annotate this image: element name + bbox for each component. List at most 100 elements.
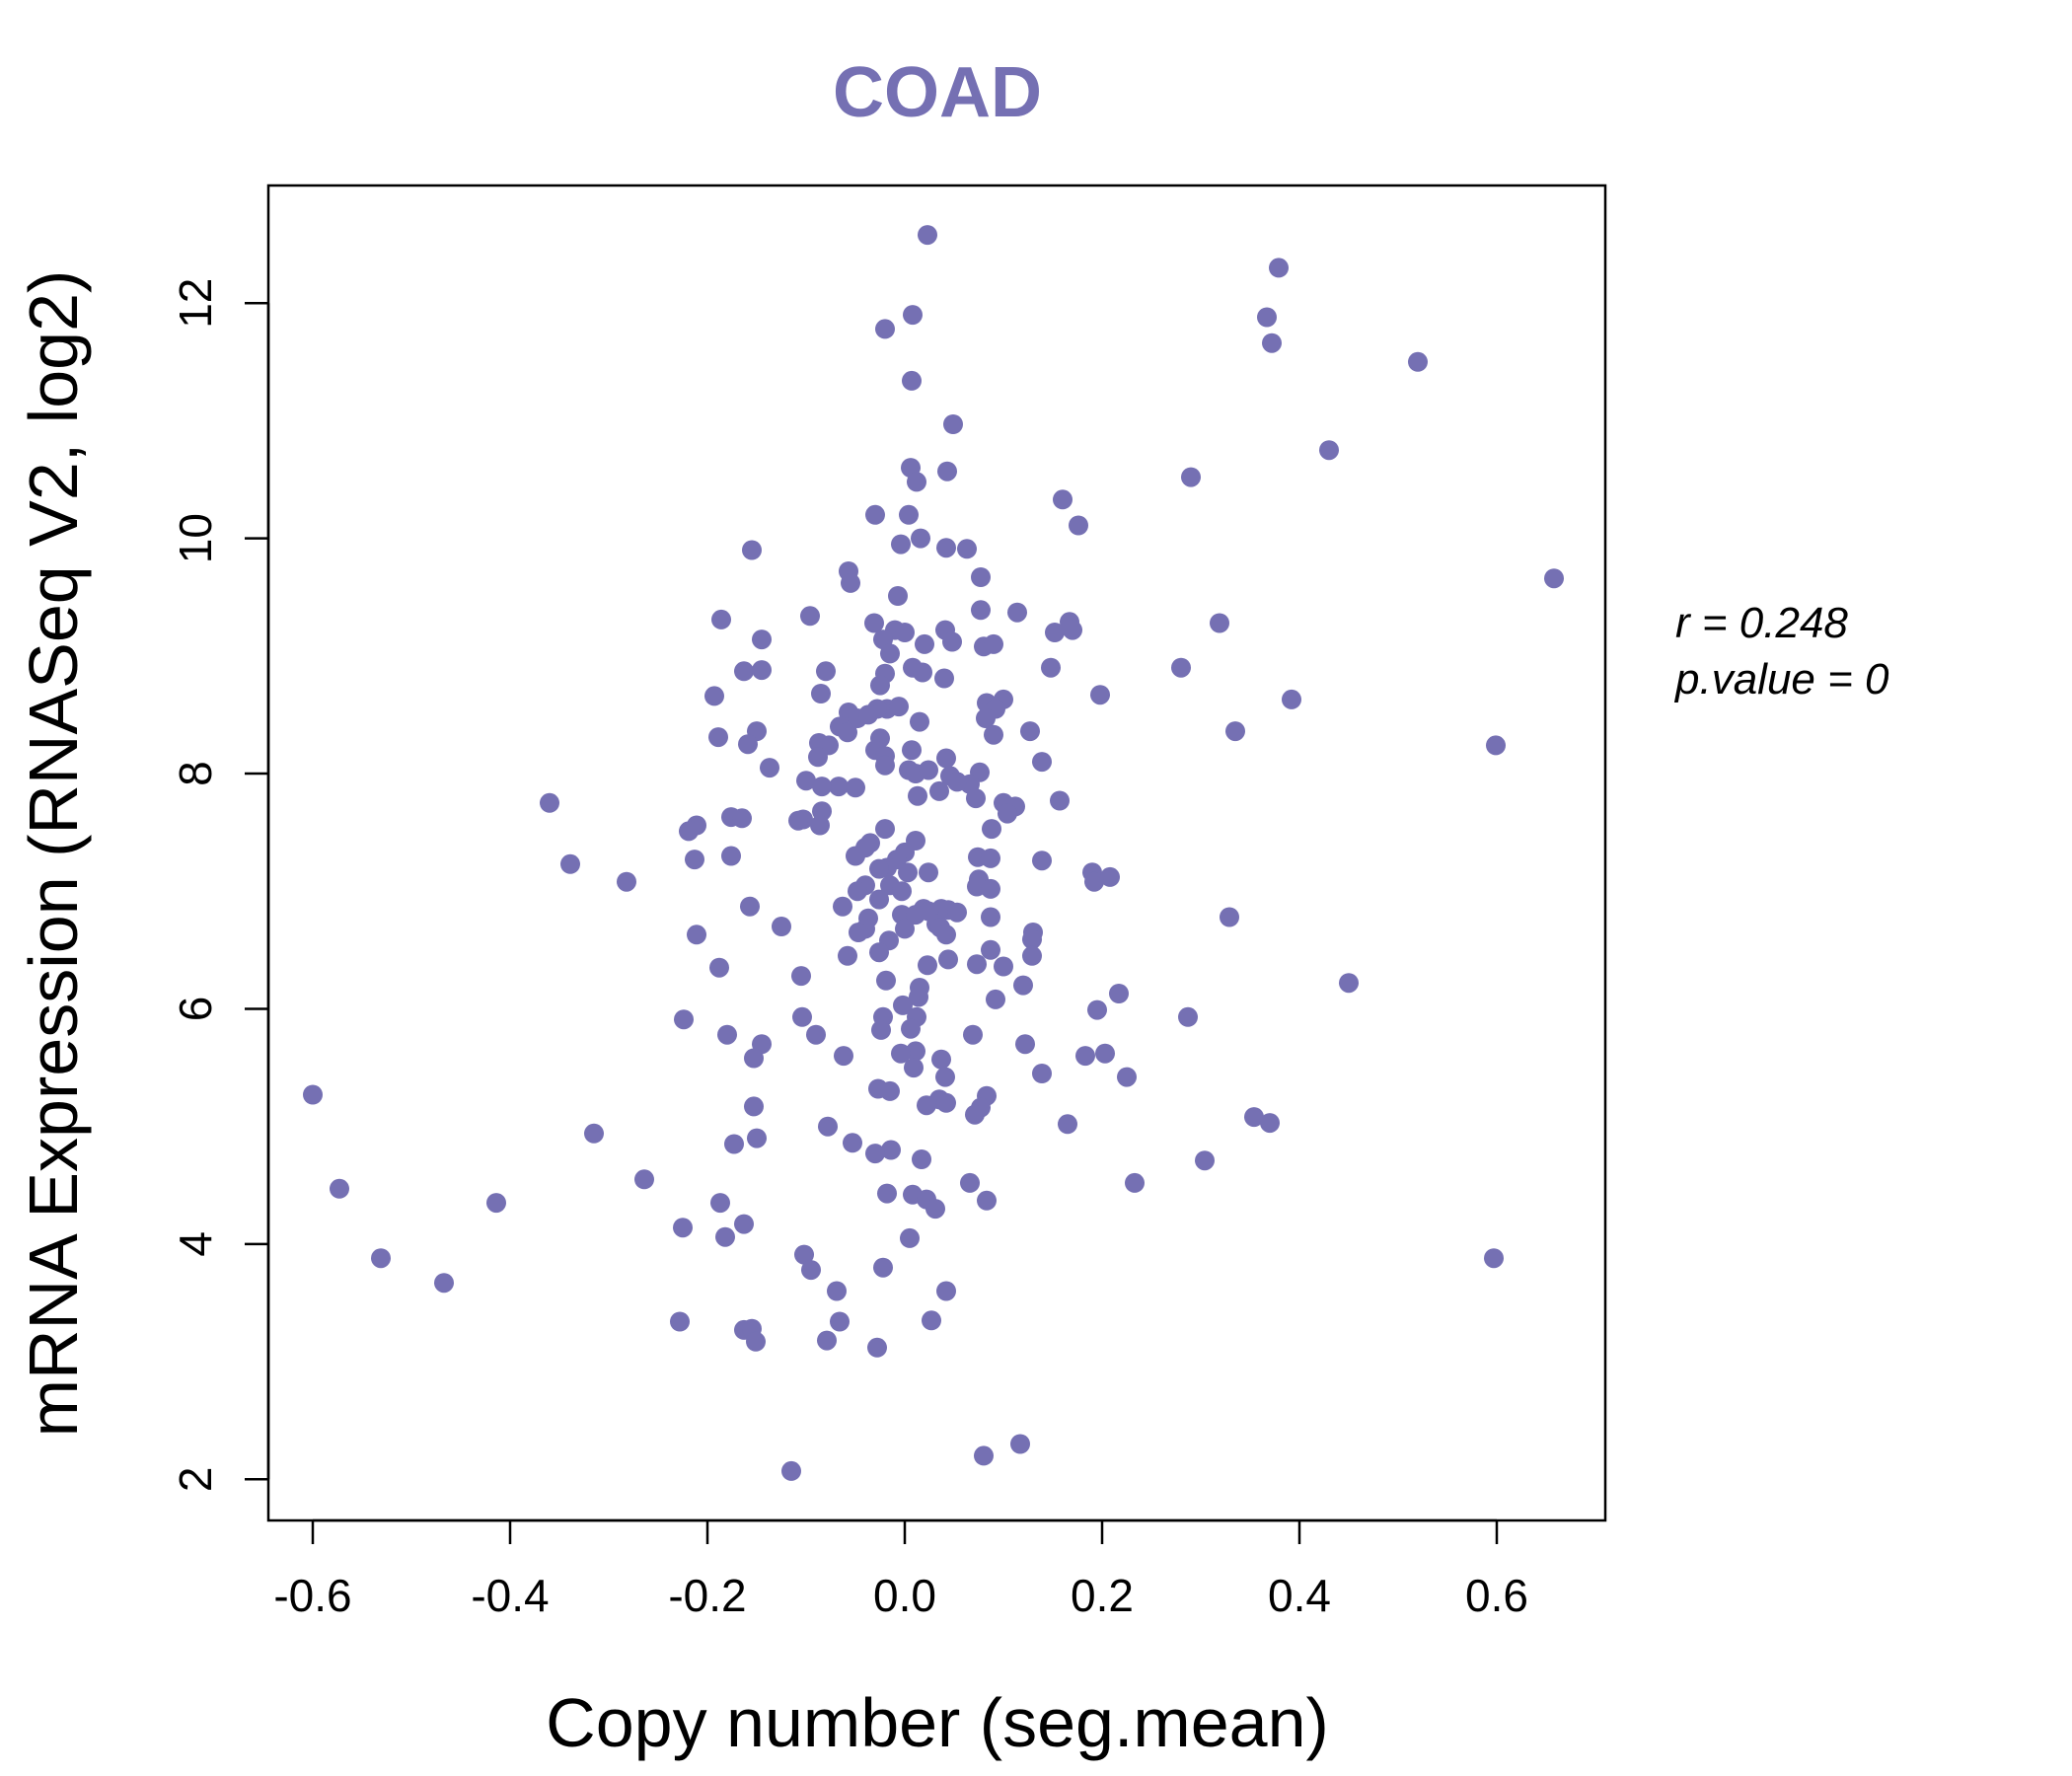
data-point	[829, 777, 849, 797]
data-point	[1045, 623, 1065, 642]
data-point	[752, 629, 772, 650]
data-point	[880, 1080, 900, 1101]
data-point	[881, 1140, 901, 1160]
data-point	[1095, 1043, 1115, 1064]
data-point	[1171, 657, 1191, 678]
data-point	[674, 1009, 694, 1030]
data-point	[788, 810, 808, 831]
data-point	[870, 675, 890, 696]
data-point	[734, 1214, 754, 1234]
y-tick-label: 6	[170, 997, 221, 1022]
data-point	[760, 758, 779, 778]
data-point	[934, 668, 954, 689]
p-value-annotation: p.value = 0	[1673, 655, 1889, 703]
data-point	[942, 631, 962, 652]
r-annotation: r = 0.248	[1675, 599, 1848, 647]
data-point	[986, 989, 1005, 1009]
data-point	[371, 1248, 391, 1269]
data-point	[938, 949, 958, 970]
data-point	[330, 1178, 349, 1199]
data-point	[865, 504, 885, 525]
data-point	[1053, 489, 1073, 510]
x-tick-label: 0.2	[1071, 1570, 1134, 1621]
data-point	[984, 633, 1003, 654]
data-point	[936, 538, 956, 558]
data-point	[957, 539, 977, 559]
data-point	[1084, 871, 1104, 892]
data-point	[1257, 307, 1277, 328]
data-point	[724, 1134, 744, 1154]
data-point	[846, 777, 865, 798]
data-point	[888, 586, 908, 606]
data-point	[981, 907, 1000, 927]
data-point	[670, 1311, 690, 1332]
data-point	[811, 684, 831, 703]
data-point	[947, 772, 967, 792]
data-point	[900, 1227, 920, 1248]
y-tick-label: 2	[170, 1466, 221, 1492]
data-point	[907, 472, 926, 492]
data-point	[1544, 568, 1564, 589]
data-point	[796, 771, 816, 791]
data-point	[721, 846, 741, 866]
data-point	[486, 1193, 506, 1214]
data-point	[1007, 602, 1027, 623]
data-point	[781, 1460, 801, 1481]
data-point	[679, 821, 699, 842]
data-point	[1109, 984, 1129, 1003]
data-point	[899, 504, 919, 525]
data-point	[303, 1084, 323, 1105]
data-point	[791, 966, 811, 987]
data-point	[846, 846, 865, 866]
data-point	[875, 755, 895, 776]
y-axis-label: mRNA Expression (RNASeq V2, log2)	[15, 270, 92, 1438]
x-tick-label: -0.6	[273, 1570, 351, 1621]
data-point	[981, 878, 1000, 899]
y-tick-label: 4	[170, 1231, 221, 1257]
data-point	[794, 1244, 814, 1265]
data-point	[1339, 973, 1359, 994]
data-point	[869, 858, 889, 879]
data-point	[1269, 258, 1289, 278]
data-point	[1020, 721, 1040, 742]
data-point	[830, 1311, 850, 1332]
data-point	[965, 1104, 985, 1125]
data-point	[967, 954, 987, 975]
data-point	[936, 1092, 956, 1113]
data-point	[792, 1006, 812, 1027]
data-point	[744, 1096, 764, 1117]
data-point	[981, 848, 1000, 868]
data-point	[710, 1193, 730, 1214]
x-tick-label: 0.4	[1268, 1570, 1331, 1621]
data-point	[875, 819, 895, 840]
data-point	[1032, 1064, 1052, 1083]
data-point	[732, 808, 752, 829]
data-point	[1220, 907, 1239, 927]
data-point	[918, 955, 937, 976]
data-point	[673, 1218, 693, 1238]
data-point	[981, 939, 1000, 960]
data-point	[1210, 613, 1229, 633]
data-point	[915, 633, 934, 654]
x-tick-label: -0.4	[471, 1570, 549, 1621]
data-point	[898, 862, 918, 883]
data-point	[687, 925, 706, 945]
data-point	[1063, 620, 1082, 640]
data-point	[1069, 515, 1088, 536]
data-point	[877, 1183, 897, 1204]
data-point	[617, 871, 636, 892]
data-point	[685, 850, 704, 870]
data-point	[560, 853, 580, 874]
data-point	[895, 919, 915, 939]
data-point	[982, 819, 1001, 840]
data-point	[744, 1048, 764, 1069]
data-point	[1022, 945, 1042, 966]
data-point	[864, 613, 884, 633]
data-point	[919, 862, 938, 883]
data-point	[1010, 1434, 1030, 1454]
data-point	[913, 662, 932, 683]
data-point	[738, 734, 758, 755]
data-point	[1282, 689, 1301, 709]
data-point	[634, 1169, 654, 1190]
data-point	[1225, 721, 1245, 742]
